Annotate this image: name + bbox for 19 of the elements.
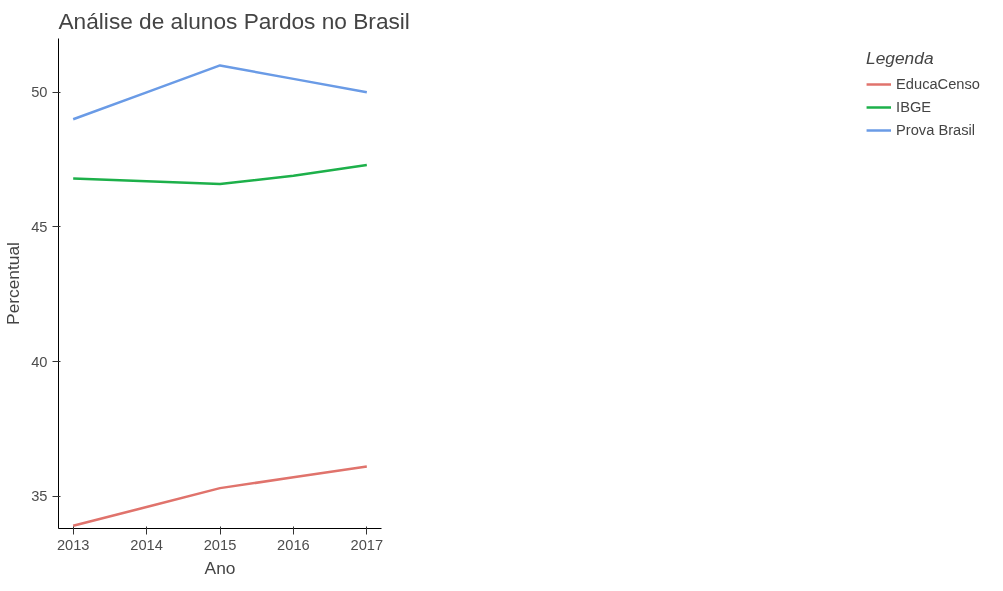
x-tick-label: 2014 <box>130 536 163 553</box>
legend-label: Prova Brasil <box>896 122 976 138</box>
x-tick-label: 2017 <box>350 536 384 553</box>
line-series <box>71 465 369 528</box>
y-tick-label: 50 <box>31 84 48 101</box>
line-series <box>71 163 369 186</box>
chart-title: Análise de alunos Pardos no Brasil <box>58 7 410 34</box>
x-axis-title: Ano <box>204 557 236 578</box>
x-tick-label: 2013 <box>56 536 90 553</box>
x-tick-label: 2016 <box>277 536 310 553</box>
y-tick-label: 45 <box>31 218 48 235</box>
y-tick-label: 40 <box>31 353 48 370</box>
y-tick-label: 35 <box>31 488 48 505</box>
legend-title: Legenda <box>866 48 935 69</box>
legend-label: IBGE <box>896 99 932 115</box>
x-tick-label: 2015 <box>203 536 237 553</box>
line-series <box>71 64 369 121</box>
y-axis-title: Percentual <box>3 242 24 325</box>
legend-label: EducaCenso <box>896 76 980 92</box>
